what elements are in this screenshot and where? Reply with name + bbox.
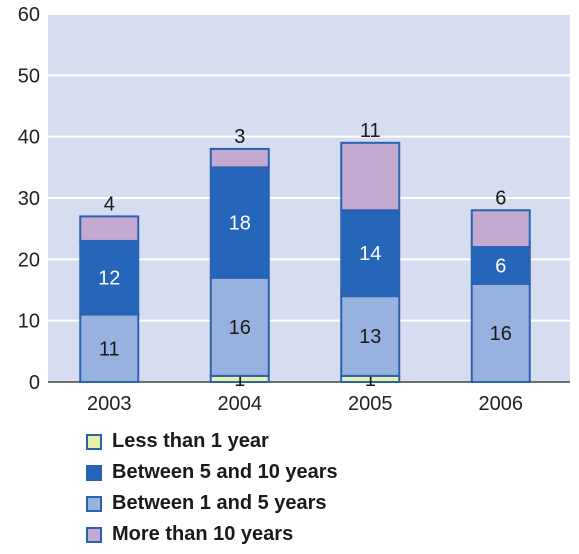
- y-tick-label: 10: [18, 311, 40, 333]
- data-label: 3: [234, 126, 245, 148]
- data-label: 4: [104, 193, 115, 215]
- bars: 11 12 4 1 16 18 3 1 13 14 11 16 6 6: [79, 120, 531, 391]
- data-label: 14: [359, 243, 381, 265]
- bar-segment: [470, 209, 531, 249]
- bar-segment: [79, 239, 140, 316]
- legend-item: Between 1 and 5 years: [86, 488, 338, 519]
- x-tick-label: 2003: [87, 393, 132, 410]
- legend-label: Between 5 and 10 years: [112, 461, 338, 483]
- x-tick-label: 2005: [348, 393, 393, 410]
- data-label: 6: [495, 255, 506, 277]
- data-label: 1: [365, 369, 376, 391]
- data-label: 11: [99, 338, 120, 360]
- legend-swatch: [86, 464, 102, 481]
- legend-label: Less than 1 year: [112, 430, 269, 452]
- bar-segment: [79, 215, 140, 242]
- bar-segment: [470, 246, 531, 285]
- data-label: 11: [360, 120, 381, 142]
- bar-segment: [470, 282, 531, 383]
- y-tick-label: 40: [18, 127, 40, 149]
- x-tick-label: 2004: [218, 393, 263, 410]
- bar-segment: [209, 276, 270, 377]
- legend-item: Less than 1 year: [86, 426, 338, 457]
- y-tick-label: 20: [18, 249, 40, 271]
- bar-segment: [209, 166, 270, 279]
- data-label: 16: [229, 317, 251, 339]
- legend-swatch: [86, 495, 102, 512]
- stacked-bar-chart: 0 10 20 30 40 50 60 11 12 4 1 16 18 3 1 13 14 11 16 6 6 200…: [18, 4, 570, 410]
- data-label: 16: [490, 323, 512, 345]
- bar-segment: [340, 295, 401, 377]
- legend-item: More than 10 years: [86, 519, 338, 550]
- y-tick-label: 50: [18, 65, 40, 87]
- legend-label: More than 10 years: [112, 523, 294, 545]
- data-label: 1: [234, 369, 245, 391]
- legend-swatch: [86, 433, 102, 450]
- data-label: 18: [229, 213, 251, 235]
- bar-segment: [340, 209, 401, 298]
- x-tick-label: 2006: [479, 393, 524, 410]
- x-axis-ticks: 2003 2004 2005 2006: [87, 393, 523, 410]
- y-tick-label: 0: [29, 372, 40, 394]
- y-axis-ticks: 0 10 20 30 40 50 60: [18, 4, 40, 394]
- bar-segment: [209, 147, 270, 169]
- legend-swatch: [86, 526, 102, 543]
- y-tick-label: 30: [18, 188, 40, 210]
- legend-label: Between 1 and 5 years: [112, 492, 327, 514]
- y-tick-label: 60: [18, 4, 40, 26]
- bar-segment: [340, 141, 401, 212]
- legend-item: Between 5 and 10 years: [86, 457, 338, 488]
- legend: Less than 1 year Between 5 and 10 years Be…: [86, 426, 338, 550]
- data-label: 13: [359, 326, 381, 348]
- data-label: 12: [98, 268, 120, 290]
- data-label: 6: [495, 187, 506, 209]
